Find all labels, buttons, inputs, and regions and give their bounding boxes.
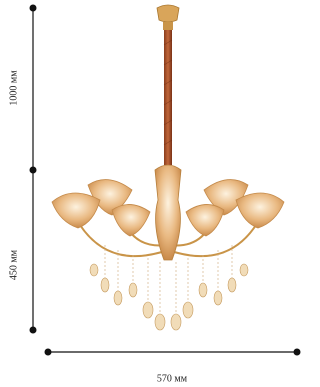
dimension-dot: [30, 167, 36, 173]
dimension-dot: [45, 349, 51, 355]
page: 1000 мм 450 мм 570 мм: [0, 0, 302, 387]
product-image: 1000 мм 450 мм 570 мм: [0, 0, 302, 387]
body-height-label: 450 мм: [8, 249, 19, 280]
width-label: 570 мм: [157, 373, 188, 384]
dimension-dot: [294, 349, 300, 355]
dimension-dot: [30, 327, 36, 333]
horizontal-dimension: [45, 349, 300, 355]
dimension-dot: [30, 5, 36, 11]
vertical-dimension: [30, 5, 36, 333]
total-height-label: 1000 мм: [8, 70, 19, 106]
chandelier: [52, 5, 284, 330]
